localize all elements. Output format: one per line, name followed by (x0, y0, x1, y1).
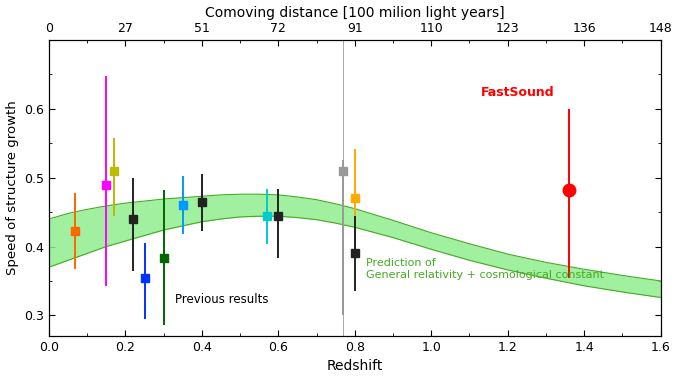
X-axis label: Redshift: Redshift (327, 359, 383, 373)
X-axis label: Comoving distance [100 milion light years]: Comoving distance [100 milion light year… (205, 6, 504, 20)
Text: Prediction of
General relativity + cosmological constant: Prediction of General relativity + cosmo… (366, 258, 604, 279)
Y-axis label: Speed of structure growth: Speed of structure growth (5, 101, 18, 276)
Text: Previous results: Previous results (175, 293, 268, 306)
Text: FastSound: FastSound (481, 86, 555, 99)
